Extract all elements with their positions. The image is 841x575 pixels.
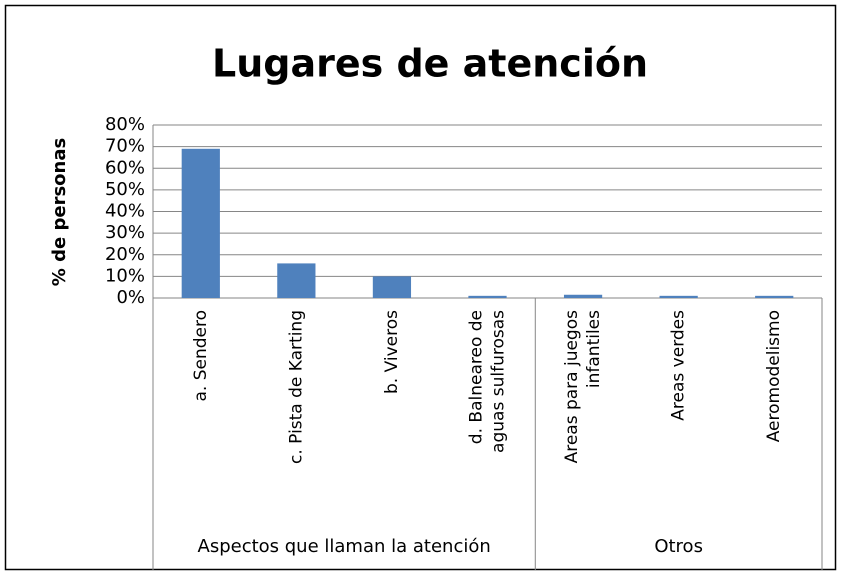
x-tick-label: Aeromodelismo <box>764 310 784 442</box>
y-tick-label: 60% <box>105 157 145 178</box>
x-tick-label: Areas para juegos <box>562 310 582 464</box>
bar <box>659 295 698 298</box>
bar <box>468 295 507 298</box>
x-tick-label: aguas sulfurosas <box>489 310 509 453</box>
y-tick-label: 0% <box>116 287 145 308</box>
bar <box>755 295 794 298</box>
bar <box>563 294 603 298</box>
y-axis-label: % de personas <box>49 138 70 286</box>
y-tick-label: 50% <box>105 179 145 200</box>
y-tick-label: 70% <box>105 136 145 157</box>
chart-title: Lugares de atención <box>212 42 648 86</box>
bar <box>372 276 412 298</box>
x-tick-label: infantiles <box>584 310 604 388</box>
y-tick-label: 10% <box>105 265 145 286</box>
y-tick-label: 40% <box>105 201 145 222</box>
x-tick-label: b. Viveros <box>382 310 402 394</box>
y-tick-label: 20% <box>105 244 145 265</box>
x-tick-label: c. Pista de Karting <box>286 310 306 464</box>
y-tick-label: 30% <box>105 222 145 243</box>
y-tick-label: 80% <box>105 114 145 135</box>
x-tick-label: d. Balneareo de <box>467 310 487 444</box>
group-label: Otros <box>654 536 703 557</box>
chart-border <box>4 4 837 571</box>
bar <box>277 263 316 298</box>
group-label: Aspectos que llaman la atención <box>198 536 491 557</box>
bar <box>181 148 220 298</box>
x-tick-label: Areas verdes <box>669 310 689 421</box>
x-tick-label: a. Sendero <box>191 310 211 402</box>
